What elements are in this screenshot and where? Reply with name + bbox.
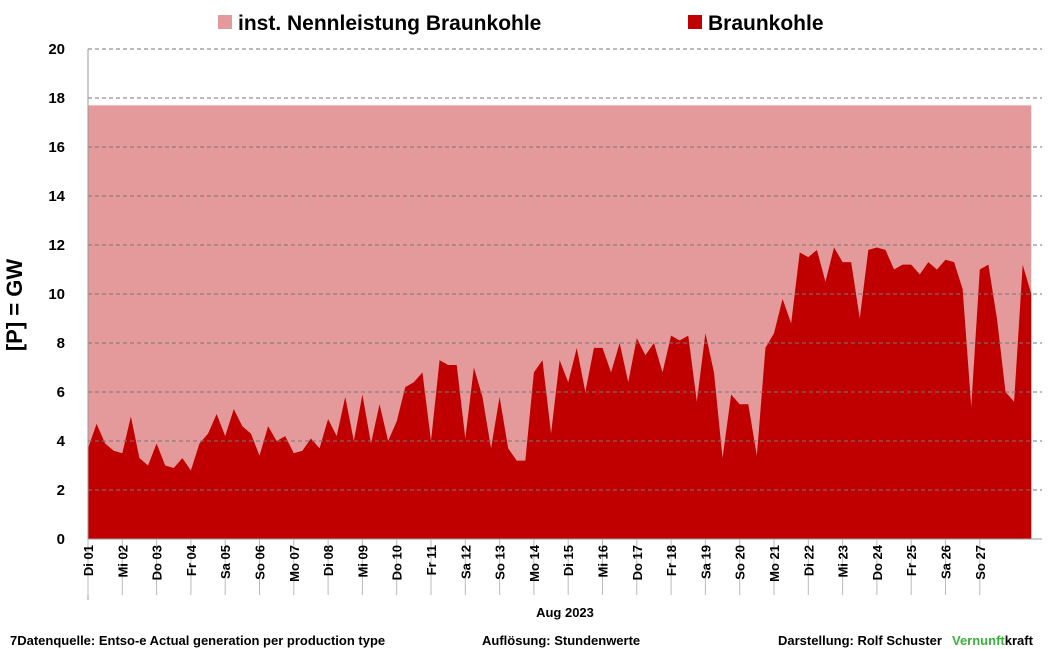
y-tick-label: 12 [48,237,65,254]
y-tick-label: 18 [48,90,65,107]
x-tick-label: Sa 26 [939,545,954,579]
x-tick-label: Di 22 [801,545,816,576]
x-tick-label: Do 17 [630,545,645,580]
legend-label: inst. Nennleistung Braunkohle [238,12,541,35]
x-tick-label: Mo 07 [287,545,302,582]
y-tick-label: 16 [48,139,65,156]
y-tick-label: 4 [57,433,66,450]
x-tick-label: Mi 09 [355,545,370,578]
x-tick-label: Di 01 [81,545,96,576]
legend-swatch [218,15,232,29]
legend-swatch [688,15,702,29]
y-tick-label: 8 [57,335,65,352]
x-axis-label: Aug 2023 [536,605,594,620]
y-tick-label: 0 [57,531,65,548]
footer-resolution: Auflösung: Stundenwerte [482,633,640,648]
y-tick-label: 14 [48,188,65,205]
x-tick-label: Sa 12 [458,545,473,579]
x-tick-label: Mi 02 [115,545,130,578]
x-tick-label: Do 03 [150,545,165,580]
x-tick-label: Do 24 [870,544,885,580]
x-tick-label: So 06 [253,545,268,580]
area [88,247,1032,539]
x-tick-label: Sa 19 [698,545,713,579]
x-tick-label: Mi 16 [596,545,611,578]
x-tick-label: Di 15 [561,545,576,576]
footer-brand: Vernunftkraft [952,633,1034,648]
y-tick-label: 20 [48,41,65,58]
x-tick-label: Fr 25 [904,545,919,576]
x-tick-label: Fr 11 [424,545,439,575]
brand-green: Vernunft [952,633,1005,648]
x-tick-label: So 27 [973,545,988,580]
x-tick-label: Mo 21 [767,545,782,582]
x-tick-label: Do 10 [390,545,405,580]
x-tick-label: Fr 04 [184,544,199,576]
x-tick-label: So 13 [493,545,508,580]
x-tick-label: Fr 18 [664,545,679,576]
x-tick-label: Mi 23 [836,545,851,578]
brand-rest: kraft [1005,633,1034,648]
y-tick-label: 10 [48,286,65,303]
x-tick-label: So 20 [733,545,748,580]
y-axis-label: [P] = GW [2,259,27,352]
x-tick-label: Di 08 [321,545,336,576]
y-tick-label: 2 [57,482,65,499]
legend-label: Braunkohle [708,12,824,35]
y-tick-label: 6 [57,384,65,401]
x-tick-label: Mo 14 [527,544,542,582]
footer-author: Darstellung: Rolf Schuster [778,633,942,648]
footer-source: 7Datenquelle: Entso-e Actual generation … [10,633,385,648]
x-tick-label: Sa 05 [218,545,233,579]
